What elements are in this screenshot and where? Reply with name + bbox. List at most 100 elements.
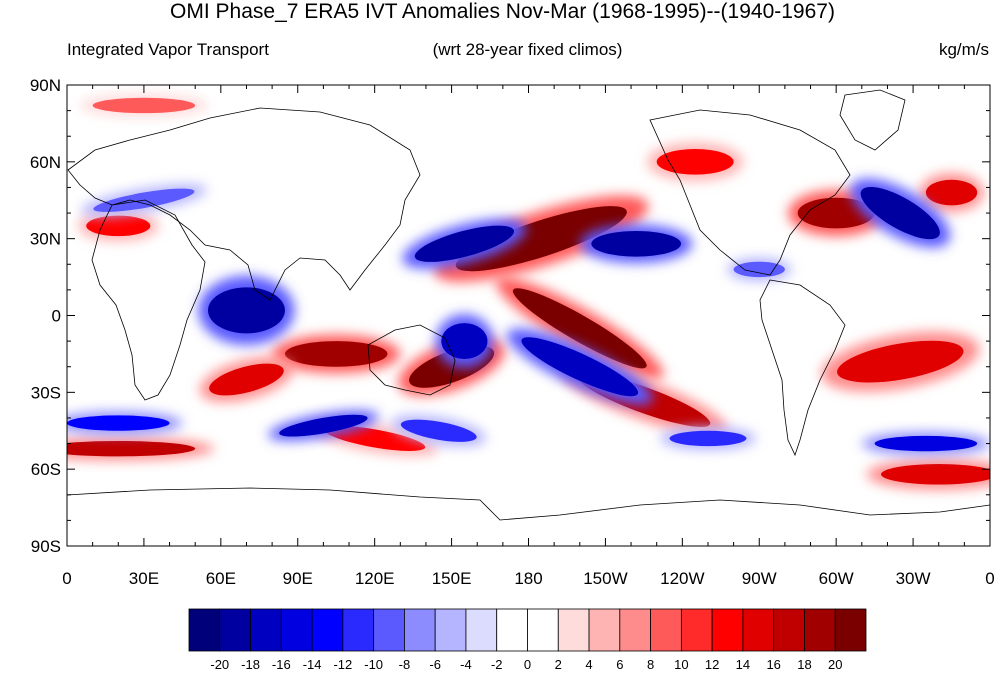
anomaly-field [67,85,990,546]
negative-anomaly [208,287,285,334]
negative-anomaly [400,419,477,442]
negative-anomaly [279,414,368,437]
colorbar-label: 20 [828,657,842,672]
positive-anomaly [324,425,426,451]
units-string: kg/m/s [938,40,989,59]
positive-anomaly [656,149,734,175]
negative-anomaly [521,337,639,397]
greenland-coastline [839,89,906,151]
antarctica-coastline [67,487,990,521]
positive-anomaly [837,340,964,383]
positive-anomaly [209,363,284,396]
colorbar-label: -8 [399,657,411,672]
positive-anomaly [881,464,990,485]
colorbar-label: 8 [647,657,654,672]
colorbar-label: 0 [524,657,531,672]
colorbar-box [219,608,251,652]
colorbar-box [404,608,436,652]
positive-anomaly [512,288,647,369]
colorbar-box [188,608,221,652]
negative-anomaly [591,230,682,257]
north-america-coastline [649,109,851,276]
negative-anomaly [860,186,940,240]
lat-tick-label: 90S [31,537,61,556]
colorbar-label: -2 [491,657,503,672]
colorbar-label: -12 [333,657,352,672]
colorbar-box [742,608,775,652]
lat-tick-label: 60N [30,153,61,172]
colorbar-box [650,608,682,652]
colorbar-label: -14 [303,657,322,672]
lon-tick-label: 60W [819,569,854,588]
colorbar-box [527,608,559,652]
colorbar-box [496,608,528,652]
lon-tick-label: 150W [583,569,627,588]
colorbar-label: -20 [210,657,229,672]
eurasia-coastline [67,107,421,301]
coastlines [67,89,990,521]
colorbar-box [773,608,805,652]
colorbar-box [311,608,344,652]
colorbar-box [804,608,836,652]
lon-tick-label: 90W [742,569,777,588]
lon-tick-label: 180 [514,569,542,588]
lat-tick-label: 30S [31,383,61,402]
colorbar-label: 14 [736,657,750,672]
colorbar-box [834,608,867,652]
colorbar-box [250,608,282,652]
negative-anomaly [669,430,747,447]
negative-anomaly [733,261,785,278]
colorbar-box [280,608,313,652]
colorbar [188,608,867,652]
colorbar-box [465,608,498,652]
center-string: (wrt 28-year fixed climos) [432,40,623,59]
colorbar-label: 16 [766,657,780,672]
lat-tick-label: 90N [30,76,61,95]
colorbar-box [588,608,621,652]
colorbar-label: 18 [797,657,811,672]
colorbar-label: -6 [429,657,441,672]
south-america-coastline [759,279,846,457]
negative-anomaly [441,323,488,360]
colorbar-label: -18 [241,657,260,672]
plot-title: OMI Phase_7 ERA5 IVT Anomalies Nov-Mar (… [170,0,835,23]
positive-anomaly [455,206,627,272]
positive-anomaly [86,215,151,237]
colorbar-box [619,608,651,652]
lat-tick-label: 0 [52,307,61,326]
lat-tick-label: 30N [30,230,61,249]
colorbar-label: -4 [460,657,472,672]
negative-anomaly [67,415,170,431]
colorbar-label: -16 [272,657,291,672]
colorbar-label: 2 [555,657,562,672]
colorbar-box [557,608,590,652]
negative-anomaly [874,435,978,452]
positive-anomaly [284,341,388,367]
africa-coastline [91,199,206,401]
lon-tick-label: 150E [432,569,472,588]
lon-tick-label: 60E [206,569,236,588]
positive-anomaly [925,179,978,206]
colorbar-label: 6 [616,657,623,672]
colorbar-box [342,608,375,652]
lon-tick-label: 120E [355,569,395,588]
lon-tick-label: 30W [896,569,931,588]
positive-anomaly [92,97,196,114]
lon-tick-label: 90E [283,569,313,588]
colorbar-box [434,608,467,652]
lon-tick-label: 120W [660,569,704,588]
positive-anomaly [67,440,196,457]
colorbar-box [711,608,744,652]
left-string: Integrated Vapor Transport [67,40,269,59]
negative-anomaly [414,225,515,262]
australia-coastline [367,324,456,396]
lon-tick-label: 0 [62,569,71,588]
lon-tick-label: 0 [985,569,994,588]
lat-tick-label: 60S [31,460,61,479]
colorbar-label: -10 [364,657,383,672]
colorbar-box [373,608,405,652]
lon-tick-label: 30E [129,569,159,588]
colorbar-label: 10 [674,657,688,672]
colorbar-label: 4 [585,657,592,672]
